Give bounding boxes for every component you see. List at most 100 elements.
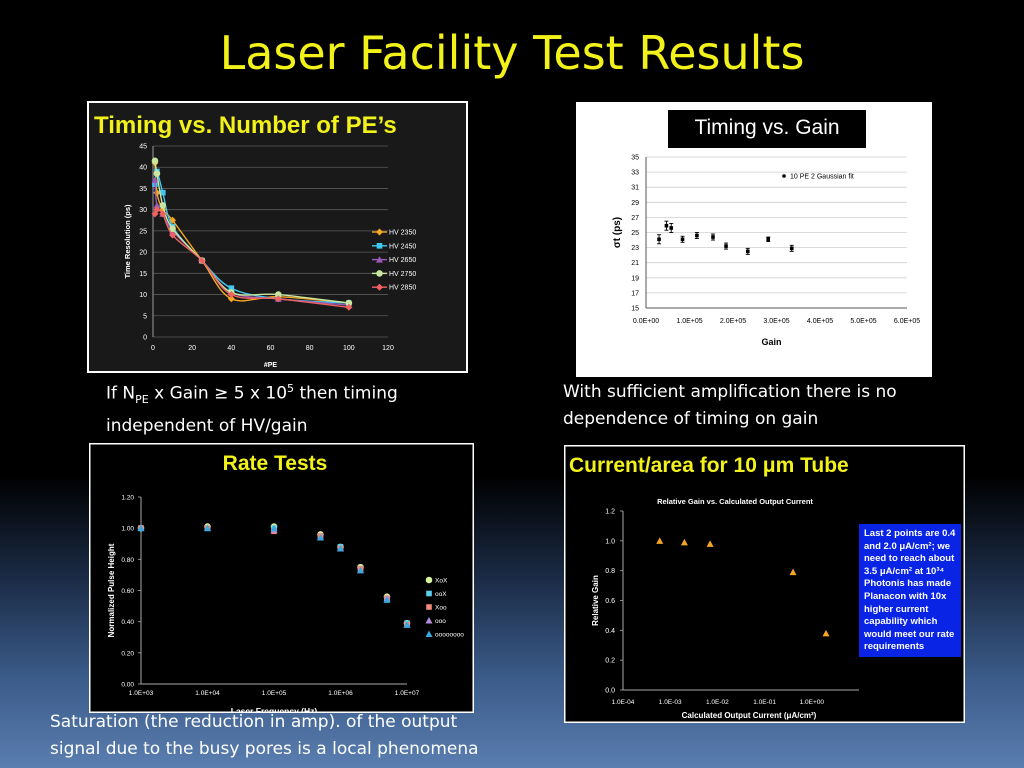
data-point xyxy=(198,257,206,265)
data-point xyxy=(656,537,664,544)
y-tick-label: 30 xyxy=(139,207,147,214)
data-point xyxy=(274,295,282,303)
data-point xyxy=(745,249,750,254)
caption2-line1: With sufficient amplification there is n… xyxy=(563,382,897,402)
data-point xyxy=(789,246,794,251)
y-tick-label: 0.0 xyxy=(605,688,615,695)
x-tick-label: 4.0E+05 xyxy=(807,318,833,325)
slide-title: Laser Facility Test Results xyxy=(219,26,805,80)
data-point xyxy=(169,225,176,233)
y-axis-label: Normalized Pulse Height xyxy=(107,543,116,637)
y-tick-label: 0.20 xyxy=(121,650,134,657)
y-tick-label: 35 xyxy=(631,155,639,162)
data-point xyxy=(345,303,353,311)
data-point xyxy=(657,237,661,242)
x-tick-label: 6.0E+05 xyxy=(894,318,920,325)
legend-label: oooooooo xyxy=(435,632,464,639)
y-tick-label: 35 xyxy=(139,186,147,193)
y-tick-label: 0.4 xyxy=(605,628,615,635)
y-tick-label: 27 xyxy=(631,215,639,222)
y-tick-label: 45 xyxy=(139,144,147,151)
data-point xyxy=(766,237,771,242)
y-tick-label: 23 xyxy=(631,245,639,252)
x-tick-label: 2.0E+05 xyxy=(720,318,746,325)
annotation-line: 3.5 μA/cm² at 10³⁴ xyxy=(864,565,945,577)
y-tick-label: 21 xyxy=(631,260,639,267)
y-axis-label: Relative Gain xyxy=(591,575,600,626)
y-tick-label: 20 xyxy=(139,250,147,257)
x-tick-label: 1.0E+05 xyxy=(262,690,287,697)
y-tick-label: 0.40 xyxy=(121,619,134,626)
data-point xyxy=(789,568,797,576)
rate-tests-panel: Rate Tests 0.00 0.20 0.40 0.60 0.80 1.00 1.20 1.… xyxy=(89,443,474,713)
data-point xyxy=(706,540,714,547)
annotation-line: higher current xyxy=(864,603,929,615)
x-tick-label: 80 xyxy=(306,345,314,352)
x-tick-label: 120 xyxy=(382,345,394,352)
data-point xyxy=(227,291,235,299)
data-point xyxy=(151,176,159,183)
data-point xyxy=(204,524,211,532)
y-tick-label: 31 xyxy=(631,185,639,192)
data-point xyxy=(228,285,235,291)
caption1-line2: independent of HV/gain xyxy=(106,416,308,437)
x-tick-label: 0 xyxy=(151,345,155,352)
data-point xyxy=(680,538,688,546)
timing-vs-pe-panel: Timing vs. Number of PE’s 0 5 10 15 20 25 30 35 4… xyxy=(87,101,468,373)
x-tick-label: 5.0E+05 xyxy=(850,318,876,325)
current-area-panel: Current/area for 10 μm Tube Relative Gain… xyxy=(564,445,965,723)
y-tick-label: 33 xyxy=(631,170,639,177)
caption1-suffix: then timing xyxy=(294,383,398,404)
timing-vs-pe-chart: Timing vs. Number of PE’s 0 5 10 15 20 25 30 35 4… xyxy=(87,101,468,373)
legend-label: 10 PE 2 Gaussian fit xyxy=(790,174,854,181)
timing-vs-gain-title: Timing vs. Gain xyxy=(668,110,866,148)
y-tick-label: 17 xyxy=(631,290,639,297)
legend-marker xyxy=(425,617,433,624)
annotation-line: Planacon with 10x xyxy=(864,590,947,602)
y-axis-label: Time Resolution (ps) xyxy=(123,204,132,279)
plot-background xyxy=(89,103,466,371)
y-tick-label: 0.60 xyxy=(121,588,134,595)
y-tick-label: 1.0 xyxy=(605,538,615,545)
data-point xyxy=(724,244,728,248)
x-tick-label: 1.0E+06 xyxy=(328,690,353,697)
data-point xyxy=(159,189,166,196)
data-point xyxy=(169,231,177,239)
y-tick-label: 1.20 xyxy=(121,495,134,502)
data-point xyxy=(695,233,699,238)
legend-label: HV 2850 xyxy=(389,285,416,292)
y-tick-label: 25 xyxy=(631,230,639,237)
y-tick-label: 0 xyxy=(143,335,147,342)
data-point xyxy=(270,524,278,532)
legend-label: HV 2450 xyxy=(389,243,416,250)
chart-title: Timing vs. Number of PE’s xyxy=(94,112,397,139)
y-tick-label: 0.6 xyxy=(605,598,615,605)
caption2-line2: dependence of timing on gain xyxy=(563,409,819,429)
data-point xyxy=(822,629,830,637)
y-tick-label: 5 xyxy=(143,313,147,320)
data-point xyxy=(357,566,365,574)
legend-label: ooX xyxy=(435,591,447,598)
caption3-line2: signal due to the busy pores is a local … xyxy=(50,739,479,759)
y-tick-label: 1.00 xyxy=(121,526,134,533)
y-tick-label: 0.2 xyxy=(605,658,615,665)
y-tick-label: 0.00 xyxy=(121,682,134,689)
current-annotation: Last 2 points are 0.4 and 2.0 μA/cm²; we… xyxy=(859,524,961,657)
annotation-line: requirements xyxy=(864,641,925,653)
chart-title: Current/area for 10 μm Tube xyxy=(569,454,849,477)
data-point xyxy=(664,223,669,228)
data-point xyxy=(151,157,159,165)
rate-tests-chart: Rate Tests 0.00 0.20 0.40 0.60 0.80 1.00 1.20 1.… xyxy=(89,443,474,713)
data-point xyxy=(151,210,159,218)
annotation-line: Photonis has made xyxy=(864,578,952,590)
x-tick-label: 1.0E-03 xyxy=(659,699,682,706)
y-tick-label: 0.80 xyxy=(121,557,134,564)
x-tick-label: 1.0E+03 xyxy=(129,690,154,697)
y-tick-label: 40 xyxy=(139,165,147,172)
data-point xyxy=(227,295,235,303)
x-axis-label: Calculated Output Current (μA/cm²) xyxy=(682,711,817,720)
caption-timing-pe: If NPE x Gain ≥ 5 x 105 then timing inde… xyxy=(106,375,486,440)
caption-saturation: Saturation (the reduction in amp). of th… xyxy=(50,709,550,763)
data-point xyxy=(153,189,161,197)
legend-label: HV 2650 xyxy=(389,257,416,264)
